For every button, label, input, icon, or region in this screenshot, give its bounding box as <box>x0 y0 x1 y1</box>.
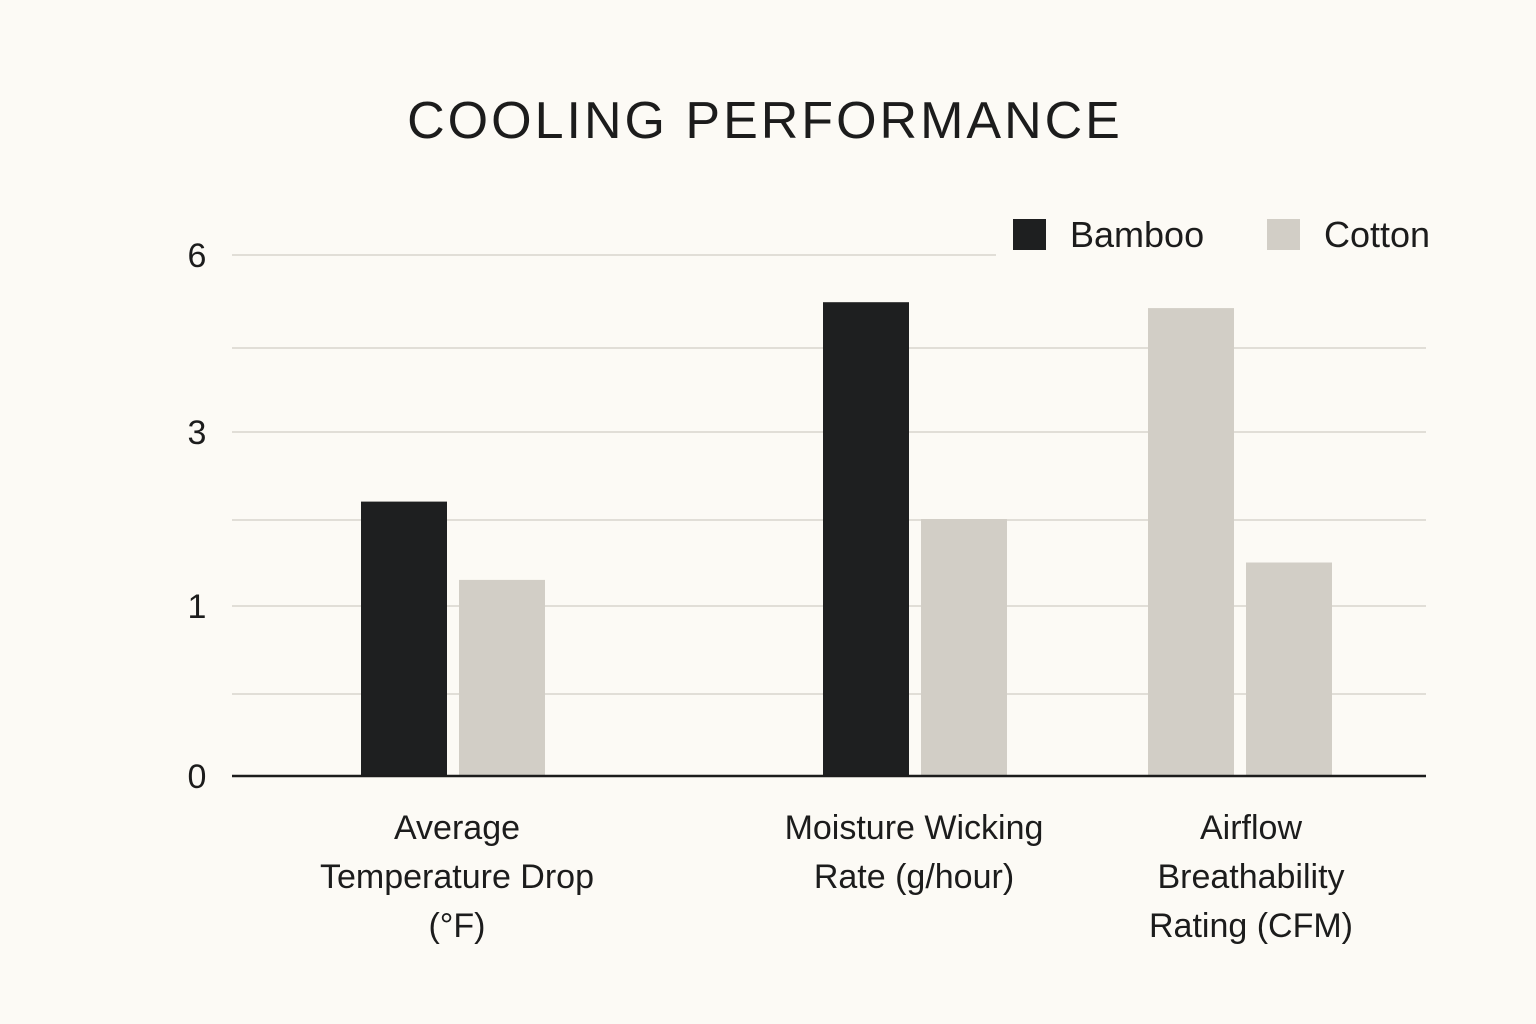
legend: Bamboo Cotton <box>1013 214 1430 255</box>
bars <box>361 302 1332 775</box>
x-category-label: Moisture Wicking Rate (g/hour) <box>785 809 1044 896</box>
y-tick-label: 0 <box>188 758 207 796</box>
legend-swatch-cotton <box>1267 219 1300 250</box>
x-category-line: Moisture Wicking <box>785 809 1044 847</box>
bar-cotton-3 <box>1246 562 1332 775</box>
bar-cotton-2 <box>921 519 1007 775</box>
y-tick-label: 1 <box>188 588 207 626</box>
y-tick-label: 6 <box>188 237 207 275</box>
x-category-label: Average Temperature Drop (°F) <box>320 809 594 945</box>
bar-cotton-1 <box>459 579 545 775</box>
bar-bamboo-2 <box>823 302 909 775</box>
x-category-line: Rating (CFM) <box>1149 907 1353 945</box>
legend-label-bamboo: Bamboo <box>1070 214 1204 255</box>
y-tick-label: 3 <box>188 414 207 452</box>
x-category-line: Temperature Drop <box>320 858 594 896</box>
bar-bamboo-3 <box>1148 308 1234 775</box>
x-category-line: Rate (g/hour) <box>814 858 1014 896</box>
x-category-line: Breathability <box>1157 858 1344 896</box>
x-category-line: Airflow <box>1200 809 1302 847</box>
x-category-line: Average <box>394 809 520 847</box>
legend-swatch-bamboo <box>1013 219 1046 250</box>
legend-label-cotton: Cotton <box>1324 214 1430 255</box>
x-category-line: (°F) <box>428 907 485 945</box>
y-axis-ticks: 6 3 1 0 <box>188 237 207 796</box>
chart-title: COOLING PERFORMANCE <box>407 92 1123 150</box>
x-axis-categories: Average Temperature Drop (°F) Moisture Wick… <box>320 809 1353 945</box>
bar-bamboo-1 <box>361 501 447 775</box>
x-category-label: Airflow Breathability Rating (CFM) <box>1149 809 1353 945</box>
